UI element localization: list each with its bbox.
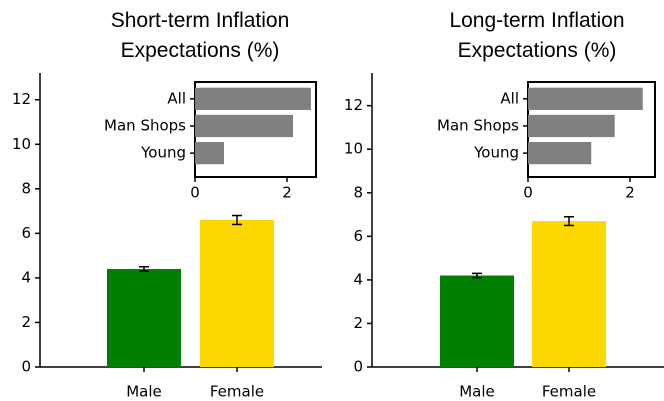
x-tick-label: 2	[282, 184, 292, 202]
y-tick-label: 0	[21, 358, 31, 376]
y-tick-label: 12	[344, 96, 363, 114]
bar	[528, 87, 643, 110]
bar	[440, 275, 514, 367]
bar	[195, 114, 293, 138]
bar	[107, 269, 181, 367]
x-tick-label: 0	[523, 184, 533, 202]
y-tick-label: All	[500, 89, 519, 107]
y-tick-label: 6	[21, 224, 31, 242]
x-tick-label: 0	[190, 184, 200, 202]
x-tick-label: Male	[126, 383, 162, 401]
y-tick-label: 2	[353, 314, 363, 332]
y-tick-label: Young	[140, 144, 186, 162]
bar	[532, 221, 606, 367]
chart-title: Short-term Inflation Expectations (%)	[110, 9, 290, 62]
y-tick-label: 4	[21, 268, 31, 286]
bar	[200, 220, 274, 367]
bar	[528, 141, 592, 165]
bar	[195, 87, 311, 110]
y-tick-label: 2	[21, 313, 31, 331]
y-tick-label: 4	[353, 270, 363, 288]
y-tick-label: 12	[12, 90, 31, 108]
x-tick-label: 2	[625, 184, 635, 202]
y-tick-label: 8	[353, 183, 363, 201]
y-tick-label: Man Shops	[437, 116, 519, 134]
x-tick-label: Male	[459, 383, 495, 401]
x-tick-label: Female	[542, 383, 596, 401]
x-tick-label: Female	[210, 383, 264, 401]
bar	[195, 141, 224, 165]
y-tick-label: Young	[473, 144, 519, 162]
y-tick-label: 6	[353, 227, 363, 245]
y-tick-label: All	[167, 89, 186, 107]
y-tick-label: 8	[21, 179, 31, 197]
y-tick-label: 10	[344, 140, 363, 158]
y-tick-label: 0	[353, 358, 363, 376]
y-tick-label: Man Shops	[104, 116, 186, 134]
chart-title: Long-term Inflation Expectations (%)	[449, 9, 625, 62]
y-tick-label: 10	[12, 135, 31, 153]
bar	[528, 114, 615, 138]
